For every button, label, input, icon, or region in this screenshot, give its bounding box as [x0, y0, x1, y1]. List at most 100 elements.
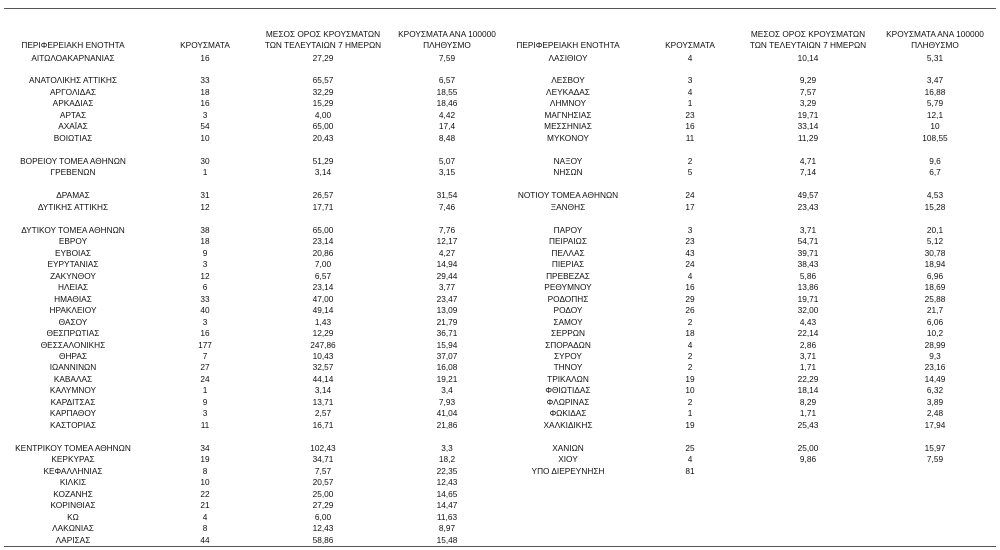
- cell: 25,43: [797, 419, 819, 430]
- cell: 22,14: [797, 328, 819, 339]
- cell: 15,94: [436, 339, 458, 350]
- cell: 13,09: [436, 305, 458, 316]
- region-name: ΚΑΡΔΙΤΣΑΣ: [50, 396, 96, 407]
- cell: 2,48: [926, 408, 944, 419]
- cell: 18,14: [797, 385, 819, 396]
- cell: 3,89: [926, 396, 944, 407]
- cell: 16: [200, 52, 210, 63]
- cell: 11: [685, 132, 695, 143]
- region-name: ΚΙΛΚΙΣ: [59, 477, 87, 488]
- cell: 10: [685, 385, 695, 396]
- region-name: ΚΕΡΚΥΡΑΣ: [51, 454, 95, 465]
- cell: 1: [202, 385, 208, 396]
- cell: 34: [200, 442, 210, 453]
- cell: 15,29: [312, 98, 334, 109]
- cell: 34,71: [312, 454, 334, 465]
- cell: 27: [200, 362, 210, 373]
- cell: 23,14: [312, 282, 334, 293]
- region-name: ΖΑΚΥΝΘΟΥ: [50, 270, 96, 281]
- region-name: ΜΑΓΝΗΣΙΑΣ: [544, 109, 592, 120]
- region-name: ΥΠΟ ΔΙΕΡΕΥΝΗΣΗ: [531, 465, 605, 476]
- region-name: ΕΥΒΟΙΑΣ: [54, 247, 92, 258]
- cell: 17,94: [924, 419, 946, 430]
- cell: 3: [687, 224, 693, 235]
- cell: 1: [687, 408, 693, 419]
- cell: 6,57: [314, 270, 332, 281]
- cell: 15,48: [436, 534, 458, 545]
- cell: 5,79: [926, 98, 944, 109]
- region-name: ΚΑΒΑΛΑΣ: [53, 373, 93, 384]
- cell: 16,71: [312, 419, 334, 430]
- cell: 6,32: [926, 385, 944, 396]
- cell: 16,08: [436, 362, 458, 373]
- cell: 8,97: [438, 523, 456, 534]
- region-name: ΔΥΤΙΚΗΣ ΑΤΤΙΚΗΣ: [37, 201, 109, 212]
- region-name: ΜΥΚΟΝΟΥ: [547, 132, 589, 143]
- region-name: ΡΟΔΟΠΗΣ: [547, 293, 589, 304]
- region-name: ΑΙΤΩΛΟΑΚΑΡΝΑΝΙΑΣ: [31, 52, 115, 63]
- column-header: ΜΕΣΟΣ ΟΡΟΣ ΚΡΟΥΣΜΑΤΩΝ: [265, 29, 381, 39]
- region-name: ΘΑΣΟΥ: [58, 316, 88, 327]
- column-header: ΚΡΟΥΣΜΑΤΑ ΑΝΑ 100000: [886, 29, 984, 39]
- cell: 5: [687, 167, 693, 178]
- cell: 2: [687, 362, 693, 373]
- column-header: ΜΕΣΟΣ ΟΡΟΣ ΚΡΟΥΣΜΑΤΩΝ: [750, 29, 866, 39]
- cell: 4,43: [799, 316, 817, 327]
- cell: 6,00: [314, 511, 332, 522]
- cell: 58,86: [312, 534, 334, 545]
- region-name: ΣΠΟΡΑΔΩΝ: [545, 339, 591, 350]
- cell: 37,07: [436, 350, 458, 361]
- region-name: ΗΜΑΘΙΑΣ: [54, 293, 92, 304]
- cell: 4: [687, 270, 693, 281]
- cell: 10: [930, 121, 940, 132]
- cell: 6: [202, 282, 208, 293]
- cell: 44,14: [312, 373, 334, 384]
- cell: 7,93: [438, 396, 456, 407]
- cell: 2,57: [314, 408, 332, 419]
- cell: 23,47: [436, 293, 458, 304]
- region-name: ΡΟΔΟΥ: [553, 305, 583, 316]
- cell: 54: [200, 121, 210, 132]
- cell: 27,29: [312, 52, 334, 63]
- cell: 8: [202, 465, 208, 476]
- region-name: ΠΡΕΒΕΖΑΣ: [546, 270, 590, 281]
- cell: 21: [200, 500, 210, 511]
- cell: 17,4: [438, 121, 456, 132]
- cell: 2: [687, 316, 693, 327]
- cell: 10,43: [312, 350, 334, 361]
- cell: 1,71: [799, 362, 817, 373]
- cell: 25,88: [924, 293, 946, 304]
- cell: 16: [200, 98, 210, 109]
- cell: 13,71: [312, 396, 334, 407]
- region-name: ΝΗΣΩΝ: [553, 167, 583, 178]
- region-name: ΧΙΟΥ: [558, 454, 578, 465]
- cell: 29: [685, 293, 695, 304]
- cell: 5,07: [438, 155, 456, 166]
- cell: 44: [200, 534, 210, 545]
- cell: 17: [685, 201, 695, 212]
- region-name: ΤΗΝΟΥ: [553, 362, 583, 373]
- cell: 81: [685, 465, 695, 476]
- region-name: ΚΕΝΤΡΙΚΟΥ ΤΟΜΕΑ ΑΘΗΝΩΝ: [15, 442, 131, 453]
- cell: 10: [200, 477, 210, 488]
- cell: 47,00: [312, 293, 334, 304]
- cell: 23: [685, 236, 695, 247]
- top-rule: [4, 8, 996, 9]
- region-name: ΚΕΦΑΛΛΗΝΙΑΣ: [43, 465, 103, 476]
- region-name: ΚΑΛΥΜΝΟΥ: [49, 385, 97, 396]
- cell: 29,44: [436, 270, 458, 281]
- cell: 6,57: [438, 75, 456, 86]
- region-name: ΛΕΥΚΑΔΑΣ: [546, 86, 590, 97]
- region-name: ΕΒΡΟΥ: [58, 236, 88, 247]
- cell: 8,29: [799, 396, 817, 407]
- cell: 1,43: [314, 316, 332, 327]
- cell: 4: [202, 511, 208, 522]
- region-name: ΒΟΙΩΤΙΑΣ: [53, 132, 93, 143]
- cell: 19,71: [797, 293, 819, 304]
- cell: 102,43: [310, 442, 336, 453]
- region-name: ΚΩ: [67, 511, 79, 522]
- region-name: ΝΟΤΙΟΥ ΤΟΜΕΑ ΑΘΗΝΩΝ: [517, 190, 619, 201]
- cell: 16,88: [924, 86, 946, 97]
- cell: 17,71: [312, 201, 334, 212]
